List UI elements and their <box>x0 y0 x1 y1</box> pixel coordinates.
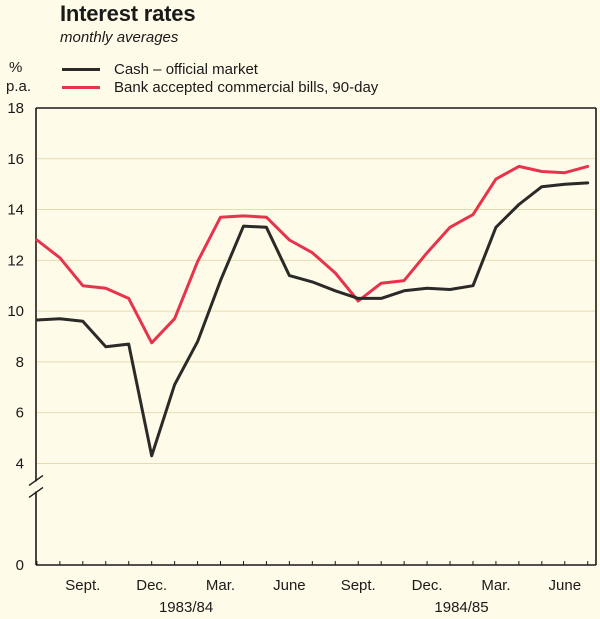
legend-label-bills: Bank accepted commercial bills, 90-day <box>114 78 379 96</box>
y-tick-label-16: 16 <box>7 151 24 168</box>
series-lines <box>35 164 590 458</box>
legend-swatch-bills <box>62 85 100 89</box>
gridlines <box>36 158 596 464</box>
x-tick-label: Mar. <box>206 577 235 594</box>
chart-title: Interest rates <box>60 1 196 26</box>
x-tick-label: Sept. <box>65 577 100 594</box>
y-tick-label-12: 12 <box>7 252 24 269</box>
y-axis-label-pa: p.a. <box>6 78 32 95</box>
axis-break-mark-lower <box>28 486 44 499</box>
tick-labels: 0 4 6 8 10 12 14 16 18 Sept. Dec. Mar. June Sept. Dec.… <box>7 100 581 616</box>
y-tick-label-6: 6 <box>16 405 24 422</box>
axes <box>28 107 597 566</box>
x-year-label: 1983/84 <box>159 599 213 616</box>
axis-break-mark-upper <box>28 474 44 487</box>
x-tick-label: June <box>549 577 582 594</box>
x-tick-label: June <box>273 577 306 594</box>
y-tick-label-4: 4 <box>16 455 24 472</box>
legend-item-bills: Bank accepted commercial bills, 90-day <box>62 78 378 96</box>
y-tick-label-0: 0 <box>16 557 24 574</box>
x-year-label: 1984/85 <box>434 599 488 616</box>
y-tick-label-14: 14 <box>7 202 24 219</box>
series-line-bills <box>35 164 590 345</box>
x-tick-label: Dec. <box>136 577 167 594</box>
chart-subtitle: monthly averages <box>60 29 179 46</box>
legend-swatch-cash <box>62 67 100 71</box>
legend-item-cash: Cash – official market <box>62 60 258 78</box>
x-tick-label: Mar. <box>481 577 510 594</box>
series-line-cash <box>35 181 590 458</box>
x-tick-label: Dec. <box>412 577 443 594</box>
y-tick-label-10: 10 <box>7 303 24 320</box>
y-tick-label-18: 18 <box>7 100 24 117</box>
y-axis-label-percent: % <box>9 59 23 76</box>
legend-label-cash: Cash – official market <box>114 60 258 78</box>
y-tick-label-8: 8 <box>16 354 24 371</box>
x-tick-label: Sept. <box>341 577 376 594</box>
